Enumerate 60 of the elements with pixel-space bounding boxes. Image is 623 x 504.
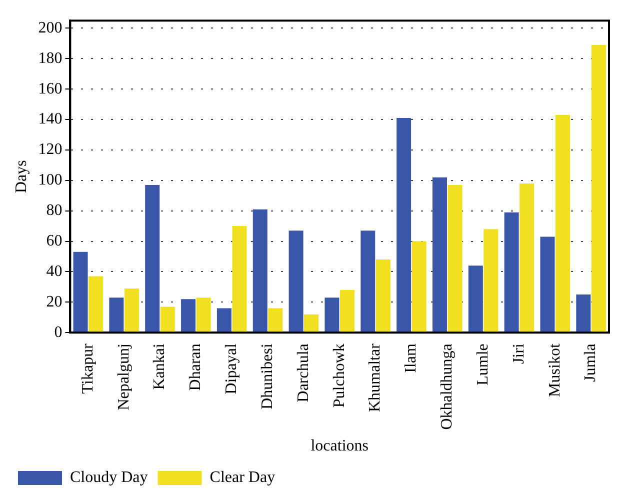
x-tick-label: Dharan (187, 344, 204, 391)
x-tick-label: Jiri (510, 343, 528, 364)
bar (109, 298, 124, 332)
x-tick-label: Ilam (402, 343, 420, 373)
y-tick-label: 120 (38, 141, 62, 158)
bar (288, 230, 304, 332)
bar (181, 299, 196, 332)
x-tick-label: Tikapur (79, 342, 96, 394)
bar (576, 294, 591, 332)
y-tick-label: 40 (46, 262, 62, 280)
y-tick-label: 0 (54, 324, 62, 341)
x-tick-label: Lumle (474, 344, 492, 386)
x-tick-label: Pulchowk (330, 344, 348, 408)
y-tick-label: 160 (38, 80, 62, 98)
x-tick-label: Musikot (546, 343, 564, 397)
bar (468, 266, 483, 332)
bar (412, 241, 426, 332)
bar (216, 308, 232, 332)
x-tick-label: Kankai (151, 343, 168, 390)
x-axis-title: locations (310, 438, 368, 455)
bar (448, 184, 462, 332)
bar (232, 226, 247, 332)
x-tick-label: Dhunibesi (258, 343, 276, 410)
bar (556, 114, 570, 332)
bar (196, 298, 211, 332)
bar (124, 288, 139, 332)
x-tick-label: Okhaldhunga (438, 344, 456, 430)
bar (324, 298, 340, 332)
bar (360, 230, 376, 332)
x-tick-label: Jumla (582, 344, 600, 382)
bar (145, 184, 160, 332)
bar (268, 308, 283, 332)
legend-label: Cloudy Day (70, 469, 148, 486)
bar (591, 44, 606, 332)
y-axis-title: Days (12, 160, 30, 194)
bar (540, 236, 555, 332)
bar (432, 177, 447, 332)
bar (396, 118, 412, 332)
bar (484, 229, 498, 332)
y-tick-label: 80 (46, 202, 62, 220)
bar (88, 276, 104, 332)
y-tick-label: 20 (46, 293, 62, 310)
x-tick-label: Khumaltar (366, 342, 384, 412)
y-tick-label: 60 (46, 232, 62, 250)
bar (252, 209, 268, 332)
bar (304, 314, 319, 332)
bar (73, 252, 88, 332)
bar (160, 306, 175, 332)
y-tick-label: 100 (38, 172, 62, 189)
bar (340, 290, 354, 332)
y-tick-label: 140 (38, 110, 62, 128)
x-tick-label: Nepalgunj (115, 344, 132, 410)
legend-label: Clear Day (210, 469, 276, 486)
x-tick-label: Dipayal (223, 343, 240, 394)
bar (376, 260, 390, 332)
y-tick-label: 180 (38, 50, 62, 67)
y-tick-label: 200 (38, 19, 62, 36)
bar (520, 183, 534, 332)
bar (504, 212, 519, 332)
x-tick-label: Darchula (294, 344, 312, 402)
